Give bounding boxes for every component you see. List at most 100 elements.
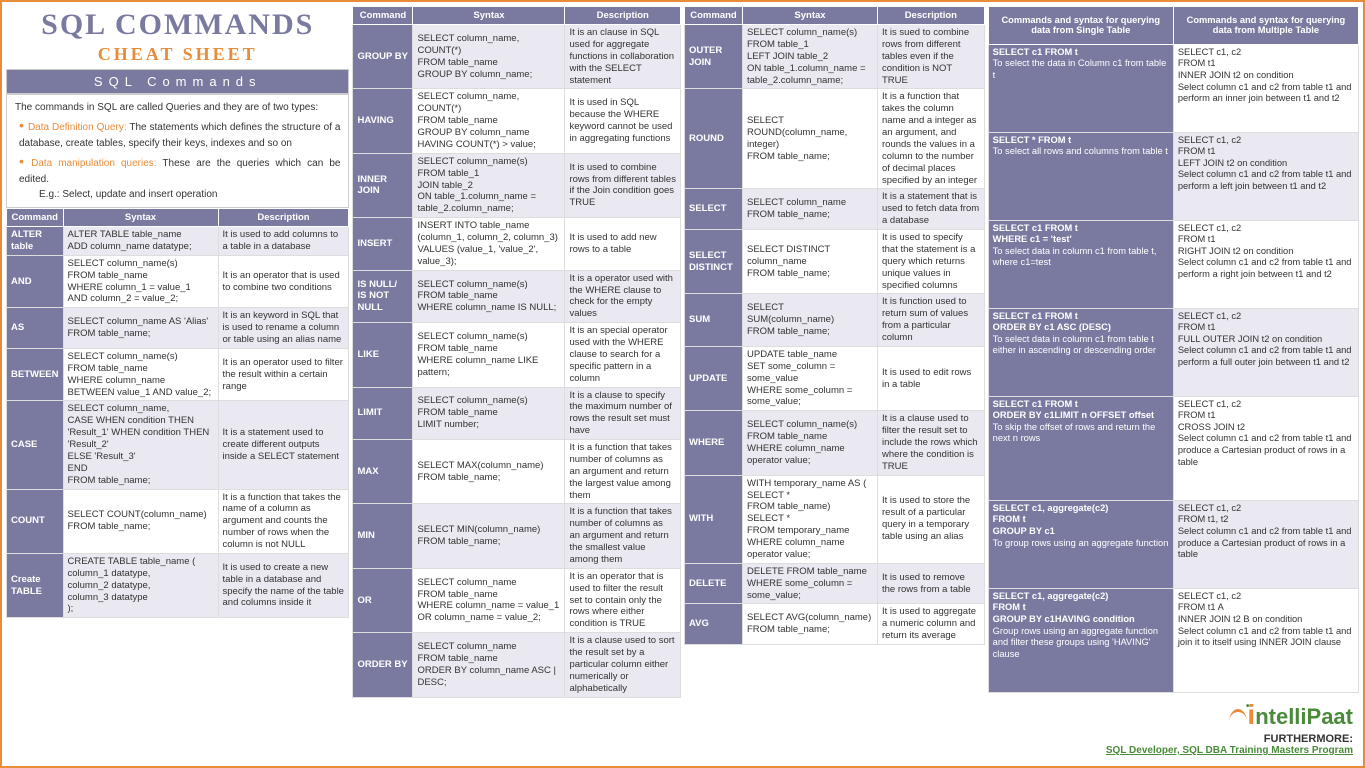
- query-single-cell: SELECT c1, aggregate(c2)FROM tGROUP BY c…: [988, 500, 1173, 588]
- intro-item-2: Data manipulation queries: These are the…: [19, 151, 340, 202]
- cmd-cell: LIKE: [353, 323, 413, 387]
- table-row: MINSELECT MIN(column_name)FROM table_nam…: [353, 504, 681, 568]
- cmd-cell: SELECT: [685, 189, 743, 230]
- syntax-cell: SELECT column_name, COUNT(*)FROM table_n…: [413, 25, 565, 89]
- main-title: SQL COMMANDS: [6, 6, 349, 44]
- training-link[interactable]: SQL Developer, SQL DBA Training Masters …: [994, 745, 1353, 756]
- table-row: DELETEDELETE FROM table_nameWHERE some_c…: [685, 563, 985, 604]
- desc-cell: It is a operator used with the WHERE cla…: [565, 270, 681, 323]
- desc-cell: It is used to edit rows in a table: [878, 346, 985, 410]
- query-multi-cell: SELECT c1, c2FROM t1CROSS JOIN t2Select …: [1173, 396, 1358, 500]
- furthermore-label: FURTHERMORE:: [994, 733, 1353, 745]
- column-1: SQL COMMANDS CHEAT SHEET SQL Commands Th…: [6, 6, 349, 762]
- desc-cell: It is used to combine rows from differen…: [565, 153, 681, 217]
- syntax-cell: SELECT column_nameFROM table_name;: [743, 189, 878, 230]
- cmd-cell: INNER JOIN: [353, 153, 413, 217]
- column-4: Commands and syntax for querying data fr…: [988, 6, 1359, 762]
- query-header-single: Commands and syntax for querying data fr…: [988, 7, 1173, 45]
- table-row: ORDER BYSELECT column_nameFROM table_nam…: [353, 633, 681, 697]
- query-row: SELECT c1 FROM tORDER BY c1 ASC (DESC)To…: [988, 308, 1358, 396]
- desc-cell: It is an operator that is used to filter…: [565, 568, 681, 632]
- query-single-cell: SELECT c1 FROM tWHERE c1 = 'test'To sele…: [988, 220, 1173, 308]
- syntax-cell: SELECT column_name(s)FROM table_nameWHER…: [413, 270, 565, 323]
- query-multi-cell: SELECT c1, c2FROM t1 AINNER JOIN t2 B on…: [1173, 588, 1358, 692]
- table-row: ALTER tableALTER TABLE table_nameADD col…: [7, 227, 349, 256]
- desc-cell: It is used to add new rows to a table: [565, 218, 681, 271]
- syntax-cell: INSERT INTO table_name (column_1, column…: [413, 218, 565, 271]
- syntax-cell: CREATE TABLE table_name ( column_1 datat…: [63, 553, 218, 617]
- query-single-cell: SELECT c1 FROM tORDER BY c1LIMIT n OFFSE…: [988, 396, 1173, 500]
- desc-cell: It is a function that takes number of co…: [565, 440, 681, 504]
- desc-cell: It is used to store the result of a part…: [878, 475, 985, 563]
- syntax-cell: ALTER TABLE table_nameADD column_name da…: [63, 227, 218, 256]
- query-row: SELECT c1, aggregate(c2)FROM tGROUP BY c…: [988, 588, 1358, 692]
- commands-table-2: CommandSyntaxDescription GROUP BYSELECT …: [352, 6, 681, 698]
- syntax-cell: SELECT AVG(column_name)FROM table_name;: [743, 604, 878, 645]
- query-single-cell: SELECT c1, aggregate(c2)FROM tGROUP BY c…: [988, 588, 1173, 692]
- syntax-cell: WITH temporary_name AS (SELECT *FROM tab…: [743, 475, 878, 563]
- query-multi-cell: SELECT c1, c2FROM t1INNER JOIN t2 on con…: [1173, 44, 1358, 132]
- desc-cell: It is a clause used to filter the result…: [878, 411, 985, 475]
- query-multi-cell: SELECT c1, c2FROM t1LEFT JOIN t2 on cond…: [1173, 132, 1358, 220]
- syntax-cell: SELECT column_name AS 'Alias'FROM table_…: [63, 308, 218, 349]
- cmd-cell: COUNT: [7, 489, 64, 553]
- cmd-cell: LIMIT: [353, 387, 413, 440]
- cmd-cell: OR: [353, 568, 413, 632]
- cmd-cell: Create TABLE: [7, 553, 64, 617]
- intro-item-1: Data Definition Query: The statements wh…: [19, 115, 340, 151]
- table-row: WHERESELECT column_name(s)FROM table_nam…: [685, 411, 985, 475]
- syntax-cell: SELECT column_name,CASE WHEN condition T…: [63, 401, 218, 489]
- table-row: ROUNDSELECT ROUND(column_name, integer)F…: [685, 89, 985, 189]
- query-row: SELECT c1 FROM tTo select the data in Co…: [988, 44, 1358, 132]
- desc-cell: It is a function that takes the column n…: [878, 89, 985, 189]
- desc-cell: It is sued to combine rows from differen…: [878, 25, 985, 89]
- query-multi-cell: SELECT c1, c2FROM t1, t2Select column c1…: [1173, 500, 1358, 588]
- syntax-cell: SELECT DISTINCT column_nameFROM table_na…: [743, 230, 878, 294]
- cmd-cell: CASE: [7, 401, 64, 489]
- cmd-cell: IS NULL/ IS NOT NULL: [353, 270, 413, 323]
- desc-cell: It is used to remove the rows from a tab…: [878, 563, 985, 604]
- syntax-cell: SELECT MAX(column_name)FROM table_name;: [413, 440, 565, 504]
- desc-cell: It is used to aggregate a numeric column…: [878, 604, 985, 645]
- cmd-cell: INSERT: [353, 218, 413, 271]
- table-row: AVGSELECT AVG(column_name)FROM table_nam…: [685, 604, 985, 645]
- syntax-cell: SELECT column_name(s)FROM table_nameWHER…: [63, 255, 218, 308]
- cmd-cell: BETWEEN: [7, 348, 64, 401]
- desc-cell: It is a statement used to create differe…: [218, 401, 349, 489]
- desc-cell: It is used to specify that the statement…: [878, 230, 985, 294]
- cmd-cell: OUTER JOIN: [685, 25, 743, 89]
- syntax-cell: SELECT COUNT(column_name)FROM table_name…: [63, 489, 218, 553]
- cmd-cell: ORDER BY: [353, 633, 413, 697]
- syntax-cell: SELECT column_nameFROM table_nameWHERE c…: [413, 568, 565, 632]
- syntax-cell: SELECT ROUND(column_name, integer)FROM t…: [743, 89, 878, 189]
- table-row: MAXSELECT MAX(column_name)FROM table_nam…: [353, 440, 681, 504]
- cmd-cell: AS: [7, 308, 64, 349]
- column-3: CommandSyntaxDescription OUTER JOINSELEC…: [684, 6, 985, 762]
- desc-cell: It is a clause used to sort the result s…: [565, 633, 681, 697]
- syntax-cell: SELECT column_name(s)FROM table_1JOIN ta…: [413, 153, 565, 217]
- cmd-cell: HAVING: [353, 89, 413, 153]
- syntax-cell: SELECT column_name(s)FROM table_nameWHER…: [413, 323, 565, 387]
- syntax-cell: SELECT SUM(column_name)FROM table_name;: [743, 294, 878, 347]
- intro-lead: The commands in SQL are called Queries a…: [15, 100, 340, 115]
- table-row: UPDATEUPDATE table_nameSET some_column =…: [685, 346, 985, 410]
- desc-cell: It is an operator that is used to combin…: [218, 255, 349, 308]
- footer: intelliPaat FURTHERMORE: SQL Developer, …: [988, 693, 1359, 762]
- cmd-cell: ALTER table: [7, 227, 64, 256]
- table-row: SELECT DISTINCTSELECT DISTINCT column_na…: [685, 230, 985, 294]
- cmd-cell: AVG: [685, 604, 743, 645]
- syntax-cell: SELECT column_name(s)FROM table_1LEFT JO…: [743, 25, 878, 89]
- desc-cell: It is an operator used to filter the res…: [218, 348, 349, 401]
- table-row: BETWEENSELECT column_name(s)FROM table_n…: [7, 348, 349, 401]
- query-row: SELECT c1 FROM tWHERE c1 = 'test'To sele…: [988, 220, 1358, 308]
- query-single-cell: SELECT c1 FROM tORDER BY c1 ASC (DESC)To…: [988, 308, 1173, 396]
- section-header: SQL Commands: [6, 69, 349, 94]
- desc-cell: It is used in SQL because the WHERE keyw…: [565, 89, 681, 153]
- query-row: SELECT * FROM tTo select all rows and co…: [988, 132, 1358, 220]
- logo-swoosh-icon: [1229, 707, 1247, 731]
- sub-title: CHEAT SHEET: [6, 44, 349, 69]
- syntax-cell: DELETE FROM table_nameWHERE some_column …: [743, 563, 878, 604]
- cmd-cell: MAX: [353, 440, 413, 504]
- table-row: ORSELECT column_nameFROM table_nameWHERE…: [353, 568, 681, 632]
- table-row: SUMSELECT SUM(column_name)FROM table_nam…: [685, 294, 985, 347]
